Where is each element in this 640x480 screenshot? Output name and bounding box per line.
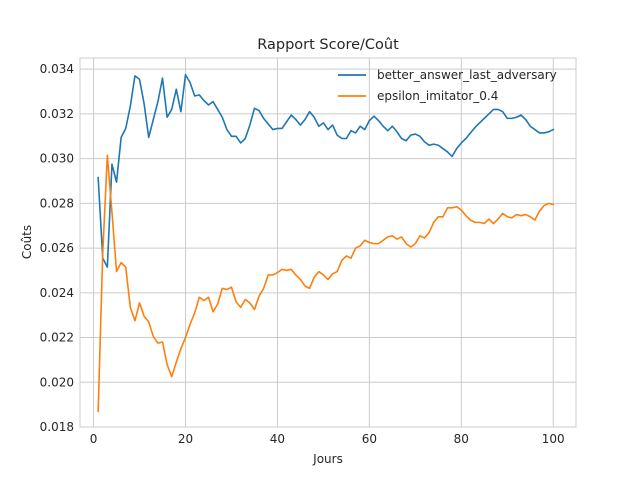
y-tick-label: 0.018 bbox=[40, 420, 74, 434]
y-tick-labels: 0.018 0.020 0.022 0.024 0.026 0.028 0.030 0.032… bbox=[40, 62, 74, 434]
y-axis-label: Coûts bbox=[20, 225, 34, 259]
plot-area bbox=[80, 58, 576, 427]
legend-label: better_answer_last_adversary bbox=[377, 68, 557, 82]
series-line-better_answer_last_adversary bbox=[97, 73, 555, 268]
series-line-epsilon_imitator_0.4 bbox=[97, 154, 555, 413]
x-tick-label: 0 bbox=[90, 432, 98, 446]
series-lines bbox=[97, 73, 555, 413]
y-tick-label: 0.034 bbox=[40, 62, 74, 76]
legend: better_answer_last_adversary epsilon_imit… bbox=[338, 68, 557, 103]
x-tick-label: 40 bbox=[270, 432, 285, 446]
legend-label: epsilon_imitator_0.4 bbox=[377, 89, 498, 103]
y-tick-label: 0.032 bbox=[40, 107, 74, 121]
x-tick-labels: 0 20 40 60 80 100 bbox=[90, 432, 565, 446]
y-tick-label: 0.028 bbox=[40, 196, 74, 210]
y-tick-label: 0.030 bbox=[40, 152, 74, 166]
y-tick-label: 0.026 bbox=[40, 241, 74, 255]
x-tick-label: 20 bbox=[178, 432, 193, 446]
y-tick-label: 0.024 bbox=[40, 286, 74, 300]
chart-title: Rapport Score/Coût bbox=[257, 37, 399, 53]
y-tick-label: 0.020 bbox=[40, 375, 74, 389]
x-axis-label: Jours bbox=[312, 452, 343, 466]
x-tick-label: 80 bbox=[454, 432, 469, 446]
plot-frame bbox=[79, 57, 577, 428]
x-tick-label: 100 bbox=[542, 432, 565, 446]
y-tick-label: 0.022 bbox=[40, 331, 74, 345]
x-tick-label: 60 bbox=[362, 432, 377, 446]
